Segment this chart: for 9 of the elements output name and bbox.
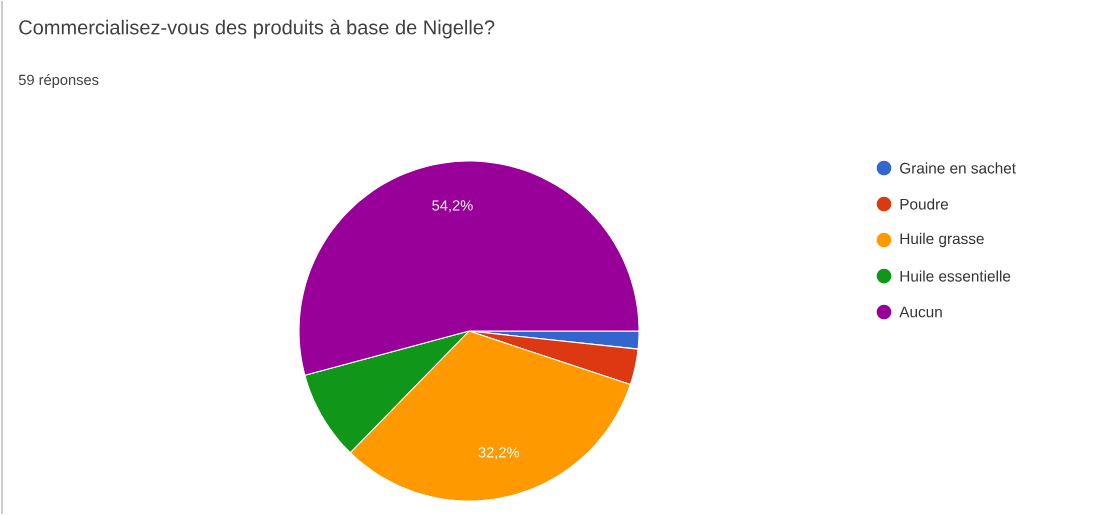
legend-label: Huile grasse <box>900 232 984 248</box>
text: 59 réponses <box>18 74 99 88</box>
data-label: 32,2% <box>478 447 520 460</box>
chart-title: Commercialisez-vous des produits à base de Nigelle? <box>19 19 495 39</box>
legend-label: Aucun <box>899 306 942 318</box>
legend-label: Poudre <box>900 198 949 210</box>
legend-label: Huile essentielle <box>900 270 1011 282</box>
data-label: 54,2% <box>432 200 473 213</box>
legend-label: Graine en sachet <box>900 162 1016 174</box>
